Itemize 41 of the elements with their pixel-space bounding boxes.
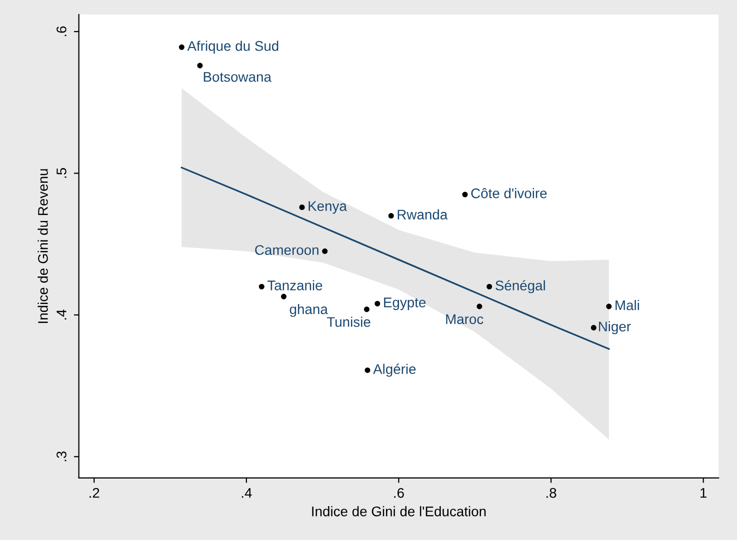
y-tick-label: .5	[56, 168, 66, 178]
point	[374, 300, 380, 306]
y-tick-label: .6	[56, 26, 66, 36]
annotation: Botsowana	[204, 72, 272, 82]
point	[388, 213, 394, 219]
y-tick-label: .3	[56, 451, 66, 462]
point	[178, 44, 184, 50]
annotation: Niger	[598, 321, 631, 334]
annotation: Kenya	[308, 201, 347, 214]
annotation: Mali	[616, 300, 639, 310]
annotation: Maroc	[446, 314, 484, 324]
annotation: Côte d'ivoire	[471, 188, 547, 198]
point	[476, 304, 482, 310]
point	[486, 284, 492, 290]
point	[280, 294, 286, 300]
x-tick-label: 1	[700, 488, 707, 498]
point	[322, 248, 328, 254]
point	[590, 324, 596, 330]
point	[606, 304, 612, 310]
x-tick-label: .4	[242, 488, 252, 498]
y-tick-label: .4	[56, 310, 66, 320]
point	[462, 192, 468, 198]
annotation: Tunisie	[326, 316, 370, 327]
annotation: ghana	[290, 304, 328, 317]
annotation: Cameroon	[255, 245, 318, 255]
point	[364, 306, 370, 312]
point	[364, 367, 370, 373]
annotation: Rwanda	[398, 209, 448, 220]
annotation: Tanzanie	[268, 280, 322, 290]
point	[197, 62, 203, 68]
x-tick-label: .6	[394, 488, 404, 498]
x-axis-title: Indice de Gini de l'Education	[312, 506, 486, 516]
annotation: Sénégal	[496, 280, 545, 294]
point	[299, 204, 305, 210]
point	[258, 284, 264, 290]
x-tick-label: .2	[90, 488, 100, 498]
y-axis-title: Indice de Gini du Revenu	[38, 169, 48, 323]
x-tick-label: .8	[546, 488, 556, 498]
annotation: Algérie	[373, 364, 416, 377]
annotation: Afrique du Sud	[187, 40, 278, 54]
annotation: Egypte	[384, 298, 426, 310]
